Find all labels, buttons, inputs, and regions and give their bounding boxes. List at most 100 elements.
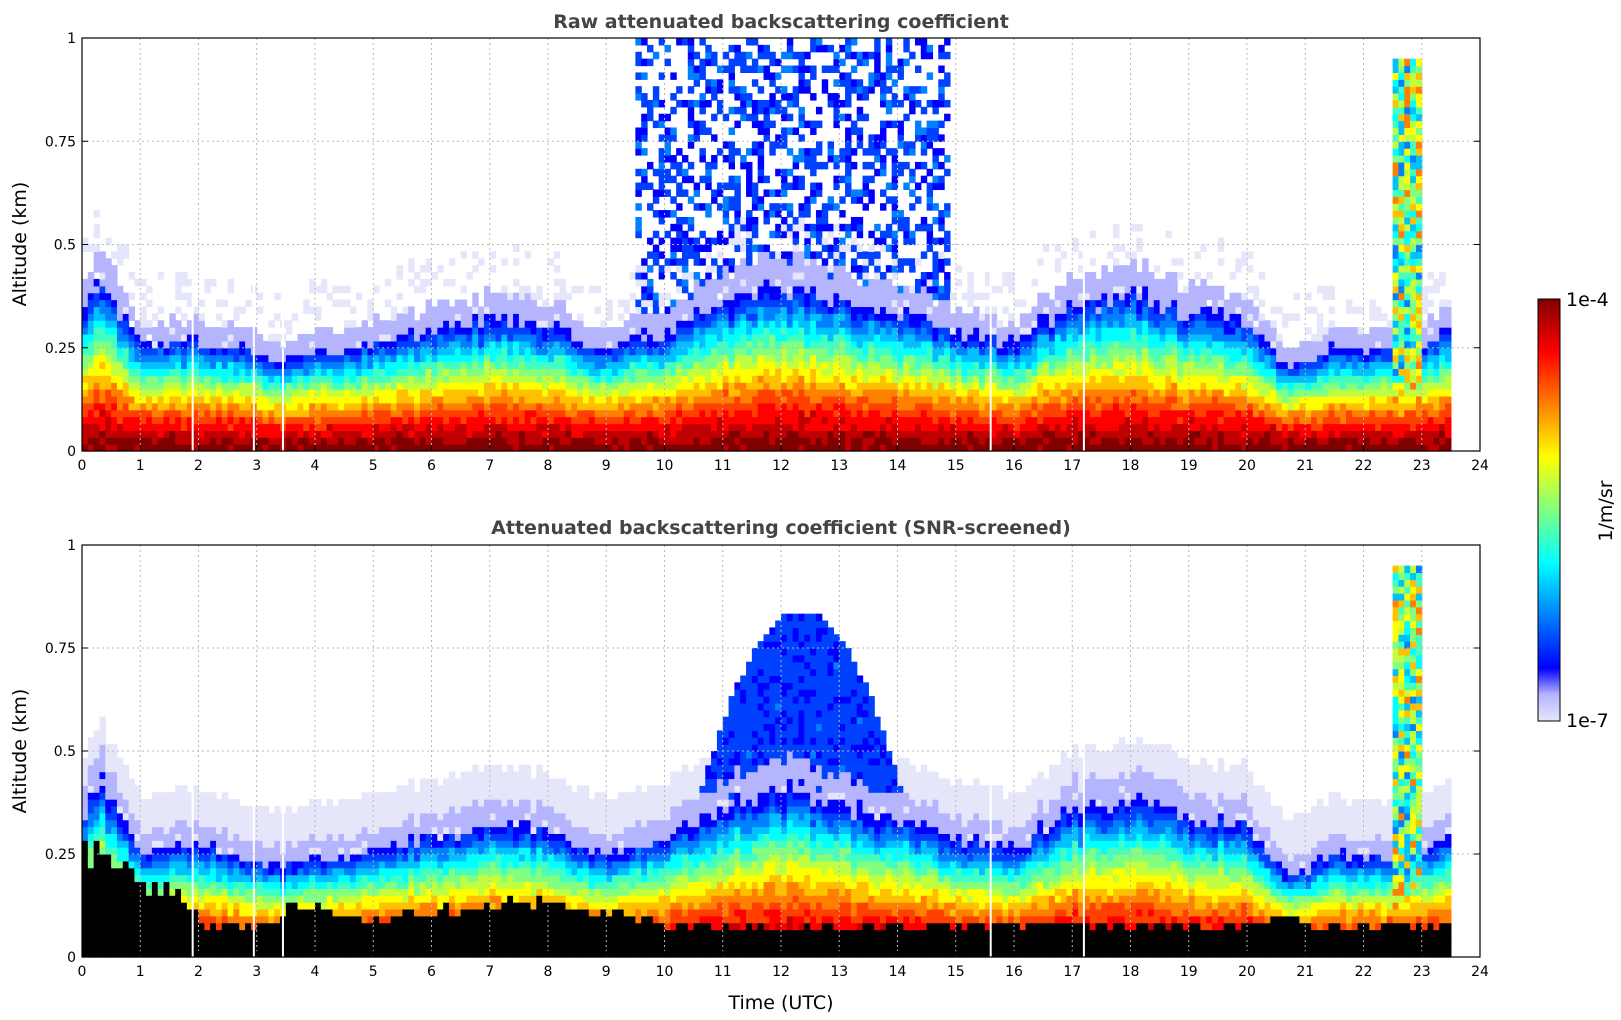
panel-screened-column [961, 785, 968, 958]
panel-screened-column [1066, 757, 1073, 958]
panel-screened-column [332, 805, 339, 958]
panel-raw-column [239, 306, 246, 452]
panel-raw-column [792, 51, 800, 452]
panel-screened-heatmap [82, 545, 1452, 958]
panel-screened-column [798, 613, 805, 958]
panel-raw-column [687, 38, 695, 452]
panel-screened-column [786, 613, 794, 958]
panel-screened-column [821, 620, 829, 958]
panel-screened-column [344, 799, 351, 958]
panel-screened-column [845, 648, 852, 958]
panel-raw-column [786, 38, 794, 452]
panel-screened-column [1194, 764, 1202, 958]
panel-screened-column [501, 771, 508, 958]
panel-raw-column [798, 51, 805, 452]
panel-raw-column [1380, 313, 1388, 452]
panel-raw-column [291, 313, 299, 452]
panel-raw-xtick-label: 3 [252, 458, 261, 474]
panel-screened-column [1182, 757, 1190, 958]
panel-raw-column [1322, 285, 1330, 452]
panel-raw-column [349, 306, 357, 452]
panel-screened-column [128, 778, 136, 958]
panel-screened-column [984, 785, 992, 958]
panel-raw-column [1153, 265, 1161, 452]
panel-screened-column [559, 778, 567, 958]
panel-raw-column [408, 258, 415, 452]
panel-raw-column [93, 210, 101, 452]
panel-screened-column [1130, 744, 1137, 958]
panel-raw-column [379, 320, 386, 452]
panel-screened-column [1439, 785, 1446, 958]
panel-raw-column [338, 285, 345, 452]
panel-screened-column [530, 778, 537, 958]
panel-raw-column [641, 38, 648, 452]
panel-raw-xtick-label: 11 [714, 458, 732, 474]
panel-raw-column [454, 299, 462, 452]
panel-screened-column [163, 792, 170, 958]
panel-raw-column [833, 51, 840, 452]
panel-raw-column [157, 272, 165, 452]
panel-screened-column [1048, 764, 1056, 958]
panel-screened-column [938, 778, 945, 958]
panel-raw-column [1328, 285, 1335, 452]
panel-screened-column [1293, 812, 1301, 958]
panel-screened-xtick-label: 21 [1296, 964, 1314, 980]
panel-raw-column [961, 292, 968, 452]
panel-screened-column [134, 785, 141, 958]
panel-raw-column [373, 285, 380, 452]
panel-screened-xtick-label: 19 [1180, 964, 1198, 980]
panel-raw-column [116, 244, 124, 452]
panel-raw-column [495, 292, 502, 452]
panel-screened-column [827, 627, 835, 958]
panel-raw-column [955, 265, 963, 452]
panel-raw-column [1281, 313, 1289, 452]
panel-screened-column [1072, 744, 1079, 958]
panel-screened-column [1258, 785, 1266, 958]
panel-screened-column [489, 764, 497, 958]
panel-screened-column [1241, 757, 1248, 958]
panel-raw-column [559, 278, 567, 452]
panel-screened-column [1363, 799, 1370, 958]
panel-screened-column [606, 799, 613, 958]
panel-raw-column [309, 278, 316, 452]
panel-raw-column [1177, 258, 1184, 452]
panel-raw-column [582, 327, 590, 452]
panel-screened-column [181, 785, 188, 958]
panel-raw-xtick-label: 19 [1180, 458, 1198, 474]
panel-screened-column [518, 764, 526, 958]
panel-screened-column [781, 613, 788, 958]
panel-raw-column [542, 299, 549, 452]
panel-raw-column [1217, 237, 1225, 452]
panel-raw-column [1124, 251, 1132, 452]
panel-screened-column [373, 792, 380, 958]
panel-raw-column [1404, 58, 1411, 452]
panel-raw-column [571, 285, 578, 452]
panel-raw-column [1200, 244, 1207, 452]
panel-raw-column [1351, 306, 1359, 452]
panel-screened-column [885, 751, 893, 958]
panel-screened-column [454, 778, 462, 958]
panel-raw-column [1182, 285, 1190, 452]
panel-raw-column [1363, 333, 1370, 452]
panel-screened-column [699, 757, 706, 958]
panel-raw-column [326, 292, 334, 452]
panel-screened-xtick-label: 9 [602, 964, 611, 980]
panel-screened-column [1357, 799, 1365, 958]
panel-raw-column [548, 258, 555, 452]
panel-screened-column [116, 757, 124, 958]
panel-raw-column [815, 38, 823, 452]
panel-raw-column [1101, 265, 1108, 452]
panel-screened-column [1113, 744, 1120, 958]
panel-screened-column [285, 805, 293, 958]
panel-screened-column [396, 785, 403, 958]
panel-raw-column [1060, 251, 1068, 452]
panel-raw-column [315, 285, 322, 452]
panel-raw-xtick-label: 22 [1355, 458, 1373, 474]
panel-raw-column [530, 292, 537, 452]
colorbar: 1e-4 1e-7 1/m/sr [1537, 289, 1617, 732]
panel-raw-column [233, 306, 240, 452]
panel-raw-column [1054, 244, 1062, 452]
panel-screened-column [262, 805, 269, 958]
panel-screened-column [850, 661, 858, 958]
panel-raw-column [1159, 278, 1167, 452]
